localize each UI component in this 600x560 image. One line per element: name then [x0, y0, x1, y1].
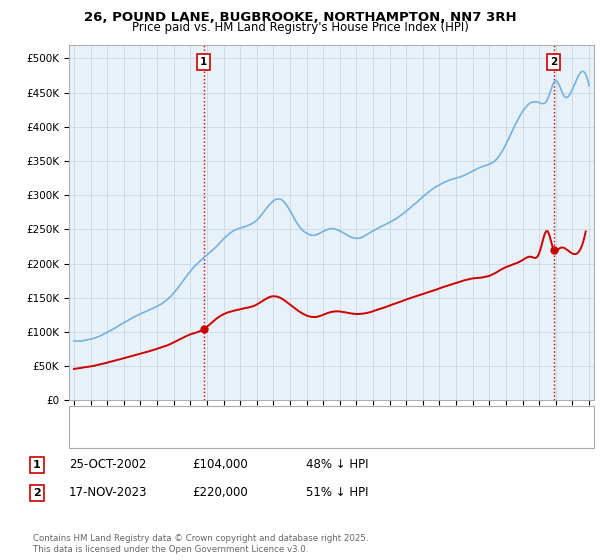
Text: £220,000: £220,000 — [192, 486, 248, 500]
Text: 25-OCT-2002: 25-OCT-2002 — [69, 458, 146, 472]
Text: 1: 1 — [33, 460, 41, 470]
Text: 51% ↓ HPI: 51% ↓ HPI — [306, 486, 368, 500]
Text: 48% ↓ HPI: 48% ↓ HPI — [306, 458, 368, 472]
Text: £104,000: £104,000 — [192, 458, 248, 472]
Text: 17-NOV-2023: 17-NOV-2023 — [69, 486, 148, 500]
Text: 26, POUND LANE, BUGBROOKE, NORTHAMPTON, NN7 3RH (detached house): 26, POUND LANE, BUGBROOKE, NORTHAMPTON, … — [102, 411, 499, 421]
Text: —: — — [84, 409, 100, 423]
Text: Price paid vs. HM Land Registry's House Price Index (HPI): Price paid vs. HM Land Registry's House … — [131, 21, 469, 34]
Text: Contains HM Land Registry data © Crown copyright and database right 2025.
This d: Contains HM Land Registry data © Crown c… — [33, 534, 368, 554]
Text: 26, POUND LANE, BUGBROOKE, NORTHAMPTON, NN7 3RH: 26, POUND LANE, BUGBROOKE, NORTHAMPTON, … — [83, 11, 517, 24]
Text: HPI: Average price, detached house, West Northamptonshire: HPI: Average price, detached house, West… — [102, 431, 419, 441]
Text: —: — — [84, 429, 100, 444]
Text: 2: 2 — [33, 488, 41, 498]
Text: 1: 1 — [200, 57, 208, 67]
Text: 2: 2 — [550, 57, 557, 67]
